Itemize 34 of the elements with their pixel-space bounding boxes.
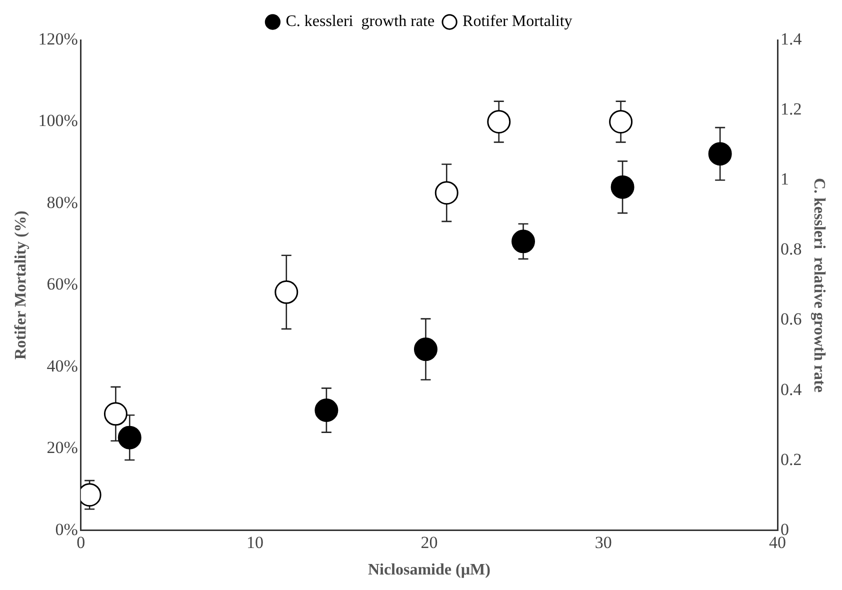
y-tick-label: 80% (46, 192, 78, 212)
point (609, 110, 633, 134)
y-tick-label: 20% (46, 438, 78, 458)
x-tick-label: 10 (246, 533, 264, 552)
y-tick-label: 100% (38, 111, 78, 130)
point (708, 142, 732, 166)
point (434, 181, 458, 205)
y-tick-label: 40% (46, 356, 78, 376)
y2-tick-label: 1.4 (780, 29, 802, 48)
y2-tick-label: 0.2 (780, 450, 802, 469)
y2-axis-title: C. kessleri relative growth rate (810, 178, 828, 392)
point (314, 398, 338, 422)
x-tick-label: 30 (594, 533, 612, 552)
point (414, 338, 438, 362)
x-tick-label: 0 (76, 533, 86, 552)
y2-tick-label: 0.6 (780, 310, 802, 329)
y2-tick-label: 0.8 (780, 240, 802, 259)
point (104, 402, 128, 426)
point (512, 230, 536, 254)
y-tick-label: 60% (46, 274, 78, 294)
x-axis-title: Niclosamide (µM) (368, 562, 490, 579)
y2-tick-label: 1.2 (780, 100, 802, 119)
y2-tick-label: 0.4 (780, 380, 802, 399)
y2-tick-label: 1 (780, 170, 790, 189)
point (274, 280, 298, 304)
y-tick-label: 120% (38, 29, 78, 48)
point (118, 426, 142, 450)
point (610, 175, 634, 199)
legend-label: Rotifer Mortality (462, 13, 572, 30)
x-tick-label: 20 (420, 533, 438, 552)
y-axis-title: Rotifer Mortality (%) (12, 210, 30, 360)
point (487, 110, 511, 134)
legend-label: C. kessleri growth rate (286, 13, 435, 30)
y-tick-label: 0% (55, 520, 78, 539)
